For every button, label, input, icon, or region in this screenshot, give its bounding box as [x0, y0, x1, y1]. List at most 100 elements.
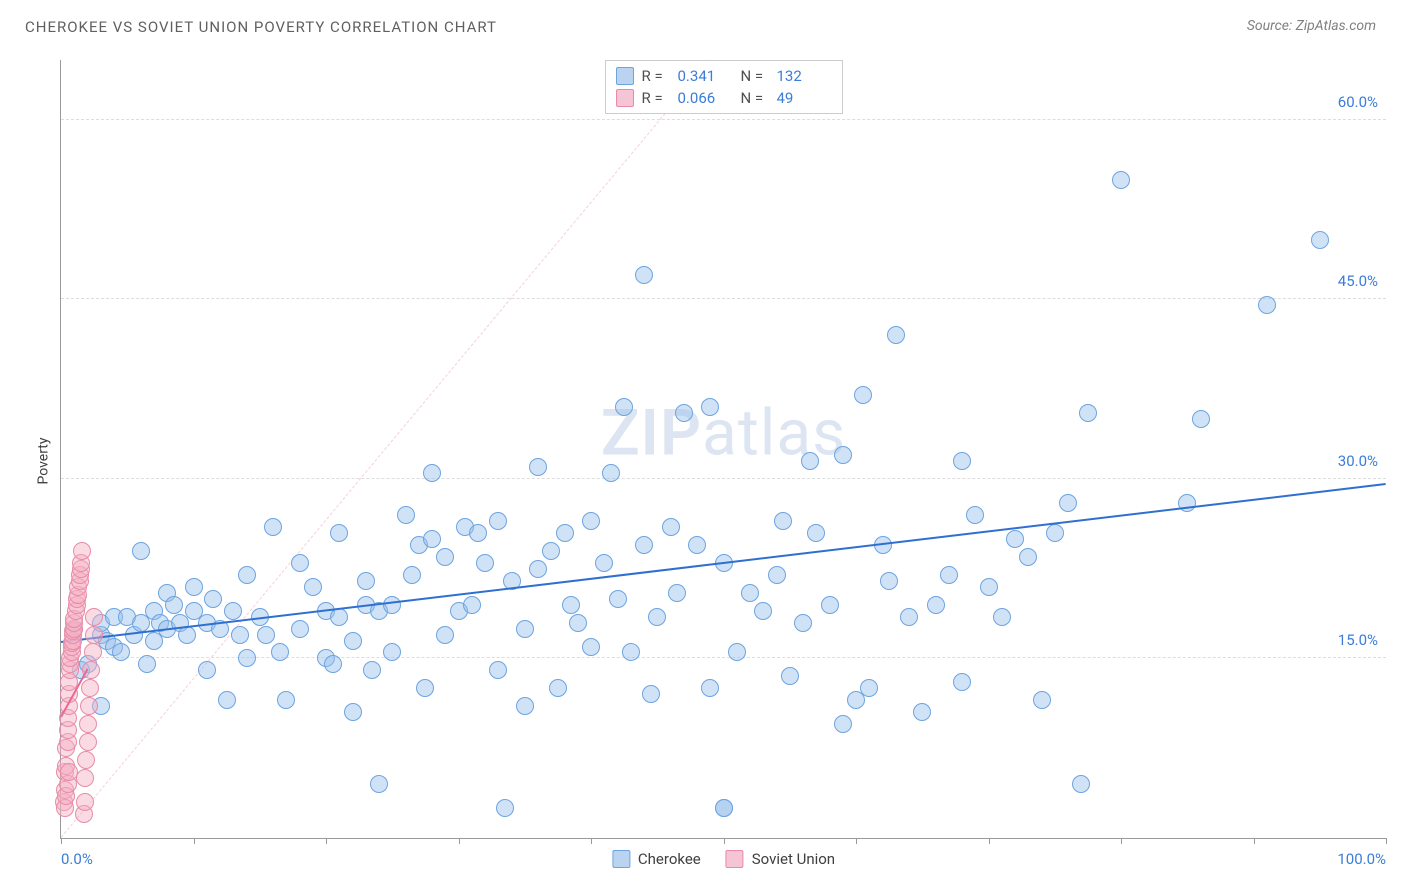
data-point	[1059, 494, 1077, 512]
data-point	[900, 608, 918, 626]
y-tick-label: 30.0%	[1338, 452, 1378, 470]
data-point	[344, 632, 362, 650]
data-point	[615, 398, 633, 416]
data-point	[112, 643, 130, 661]
gridline	[61, 119, 1386, 120]
chart-title: CHEROKEE VS SOVIET UNION POVERTY CORRELA…	[25, 18, 497, 36]
data-point	[728, 643, 746, 661]
data-point	[1112, 171, 1130, 189]
stat-value-r: 0.066	[678, 89, 733, 107]
data-point	[291, 554, 309, 572]
stat-label-n: N =	[741, 89, 769, 107]
data-point	[238, 649, 256, 667]
data-point	[85, 626, 103, 644]
data-point	[562, 596, 580, 614]
data-point	[834, 715, 852, 733]
y-tick-label: 15.0%	[1338, 631, 1378, 649]
chart-container: Poverty ZIPatlas R =0.341N =132R =0.066N…	[25, 45, 1386, 877]
legend-swatch	[616, 67, 634, 85]
data-point	[1033, 691, 1051, 709]
x-tick	[591, 838, 592, 844]
x-tick	[856, 838, 857, 844]
data-point	[807, 524, 825, 542]
watermark-light: atlas	[702, 396, 846, 471]
data-point	[1019, 548, 1037, 566]
x-tick	[1254, 838, 1255, 844]
data-point	[582, 638, 600, 656]
gridline	[61, 298, 1386, 299]
data-point	[85, 608, 103, 626]
data-point	[224, 602, 242, 620]
data-point	[496, 799, 514, 817]
data-point	[271, 643, 289, 661]
data-point	[854, 386, 872, 404]
x-tick	[326, 838, 327, 844]
data-point	[423, 530, 441, 548]
data-point	[185, 578, 203, 596]
data-point	[516, 620, 534, 638]
legend-swatch	[612, 850, 630, 868]
data-point	[622, 643, 640, 661]
data-point	[138, 655, 156, 673]
data-point	[257, 626, 275, 644]
data-point	[324, 655, 342, 673]
x-tick	[194, 838, 195, 844]
data-point	[529, 458, 547, 476]
data-point	[423, 464, 441, 482]
series-legend: CherokeeSoviet Union	[612, 850, 835, 868]
data-point	[73, 542, 91, 560]
data-point	[363, 661, 381, 679]
data-point	[416, 679, 434, 697]
data-point	[436, 548, 454, 566]
data-point	[569, 614, 587, 632]
data-point	[701, 679, 719, 697]
data-point	[60, 763, 78, 781]
trend-line	[61, 483, 1386, 643]
legend-item: Cherokee	[612, 850, 701, 868]
x-tick	[724, 838, 725, 844]
data-point	[383, 596, 401, 614]
data-point	[741, 584, 759, 602]
correlation-legend: R =0.341N =132R =0.066N =49	[605, 60, 843, 114]
source-attribution: Source: ZipAtlas.com	[1247, 18, 1376, 34]
data-point	[774, 512, 792, 530]
data-point	[887, 326, 905, 344]
data-point	[860, 679, 878, 697]
x-tick	[1121, 838, 1122, 844]
data-point	[821, 596, 839, 614]
data-point	[880, 572, 898, 590]
chart-header: CHEROKEE VS SOVIET UNION POVERTY CORRELA…	[0, 0, 1406, 36]
x-axis-max-label: 100.0%	[1337, 850, 1386, 868]
x-axis-min-label: 0.0%	[61, 850, 93, 868]
data-point	[635, 266, 653, 284]
data-point	[1192, 410, 1210, 428]
data-point	[668, 584, 686, 602]
data-point	[715, 799, 733, 817]
data-point	[701, 398, 719, 416]
data-point	[77, 751, 95, 769]
x-tick	[1386, 838, 1387, 844]
x-tick	[989, 838, 990, 844]
data-point	[357, 572, 375, 590]
data-point	[79, 715, 97, 733]
data-point	[370, 775, 388, 793]
data-point	[542, 542, 560, 560]
data-point	[76, 793, 94, 811]
data-point	[794, 614, 812, 632]
data-point	[231, 626, 249, 644]
data-point	[1079, 404, 1097, 422]
data-point	[602, 464, 620, 482]
data-point	[781, 667, 799, 685]
data-point	[79, 733, 97, 751]
data-point	[84, 643, 102, 661]
stat-value-n: 49	[777, 89, 832, 107]
data-point	[264, 518, 282, 536]
data-point	[927, 596, 945, 614]
data-point	[993, 608, 1011, 626]
data-point	[463, 596, 481, 614]
stat-label-r: R =	[642, 67, 670, 85]
stat-label-r: R =	[642, 89, 670, 107]
data-point	[476, 554, 494, 572]
data-point	[834, 446, 852, 464]
x-tick	[459, 838, 460, 844]
